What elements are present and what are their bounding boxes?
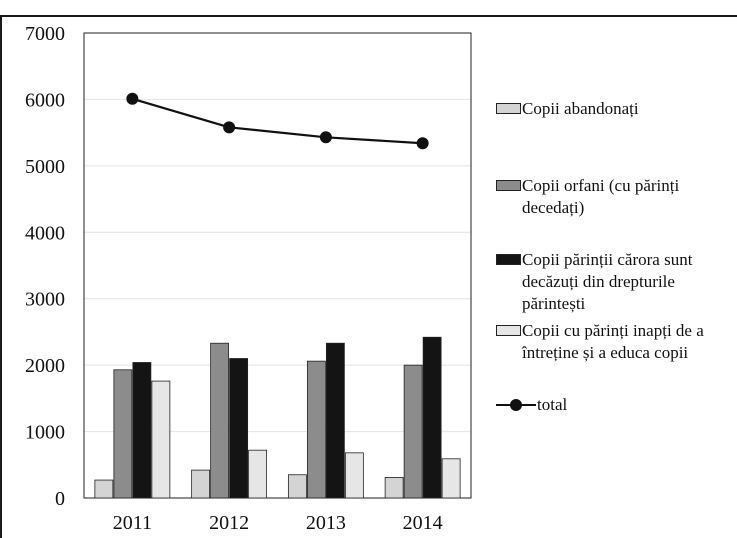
bar-2014-series-1 (403, 364, 423, 499)
y-tick-label-2000: 2000 (25, 355, 65, 377)
plot-area-border (83, 32, 472, 499)
y-tick-label-7000: 7000 (25, 23, 65, 45)
x-tick-label-2012: 2012 (209, 512, 249, 534)
total-point-2014 (416, 137, 429, 150)
y-axis-ticks: 0 1000 2000 3000 4000 5000 6000 7000 (25, 23, 65, 510)
x-tick-label-2014: 2014 (403, 512, 443, 534)
x-axis-ticks: 2011 2012 2013 2014 (113, 512, 443, 534)
bar-2011-series-0 (94, 479, 114, 499)
total-point-2012 (223, 121, 236, 134)
bar-2014-series-3 (441, 458, 461, 499)
legend-label-unfit-parents: Copii cu părinți inapți de a întreține ș… (522, 321, 704, 362)
bar-2012-series-2 (229, 358, 249, 499)
bar-2013-series-2 (325, 342, 345, 499)
y-tick-label-4000: 4000 (25, 222, 65, 244)
bar-2012-series-3 (248, 449, 268, 499)
y-tick-label-0: 0 (55, 488, 65, 510)
bar-2013-series-3 (344, 452, 364, 499)
y-tick-label-1000: 1000 (25, 422, 65, 444)
total-line (126, 92, 429, 150)
legend-label-orphans: Copii orfani (cu părinți decedați) (522, 176, 680, 217)
legend-label-deprived-rights: Copii părinții cărora sunt decăzuți din … (522, 250, 693, 313)
figure-border-top (0, 15, 737, 17)
bar-2014-series-0 (384, 477, 404, 499)
y-tick-label-5000: 5000 (25, 156, 65, 178)
legend-label-abandoned: Copii abandonați (522, 99, 639, 118)
x-tick-label-2013: 2013 (306, 512, 346, 534)
legend-item-deprived-rights: Copii părinții cărora sunt decăzuți din … (496, 249, 732, 315)
bar-2011-series-2 (132, 362, 152, 499)
bar-2012-series-0 (191, 469, 211, 499)
legend-label-total: total (537, 395, 568, 414)
total-point-2013 (319, 131, 332, 144)
figure-border-left (0, 15, 2, 538)
y-tick-label-3000: 3000 (25, 289, 65, 311)
legend-swatch-abandoned (496, 103, 521, 114)
bar-2014-series-2 (422, 336, 442, 499)
legend-item-orphans: Copii orfani (cu părinți decedați) (496, 175, 732, 219)
legend-item-abandoned: Copii abandonați (496, 98, 732, 120)
bar-2011-series-1 (113, 369, 133, 499)
legend-item-unfit-parents: Copii cu părinți inapți de a întreține ș… (496, 320, 732, 364)
bar-2011-series-3 (151, 380, 171, 499)
legend-swatch-unfit-parents (496, 325, 521, 336)
x-tick-label-2011: 2011 (113, 512, 152, 534)
legend-swatch-deprived-rights (496, 254, 521, 265)
bar-2012-series-1 (210, 342, 230, 499)
y-tick-label-6000: 6000 (25, 89, 65, 111)
total-line-path (132, 97, 423, 145)
total-point-2011 (126, 92, 139, 105)
legend-swatch-orphans (496, 180, 521, 191)
bar-2013-series-0 (287, 474, 307, 499)
legend-line-marker-icon (496, 394, 536, 416)
bars (94, 336, 461, 499)
legend-item-total: total (496, 394, 567, 416)
bar-2013-series-1 (306, 360, 326, 499)
